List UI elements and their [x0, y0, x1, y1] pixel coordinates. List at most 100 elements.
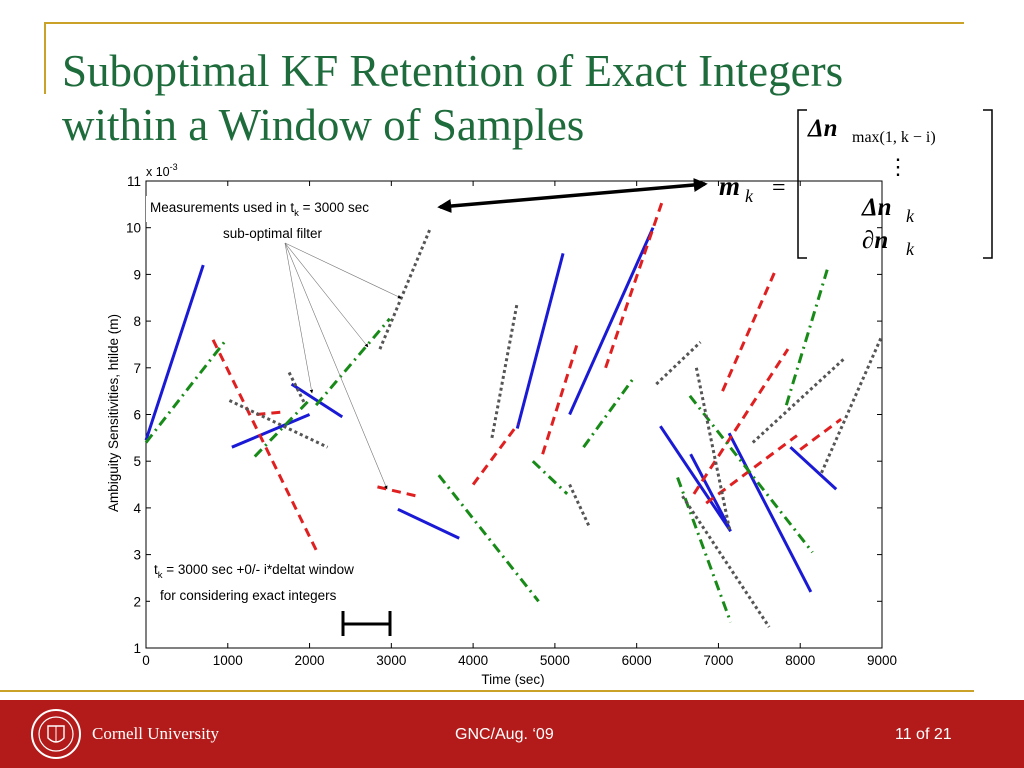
series-segment-green-21 [144, 338, 228, 444]
window-label-line-2: for considering exact integers [160, 588, 337, 603]
window-bracket [341, 611, 392, 636]
series-segment-blue-6 [568, 227, 655, 416]
eq-lhs: m [719, 171, 740, 201]
series-segment-green-23 [314, 317, 391, 407]
callout-line-3 [284, 242, 402, 299]
y-tick-label-9: 9 [133, 267, 141, 282]
title-rule-horizontal [44, 22, 964, 24]
series-segment-green-29 [784, 269, 829, 406]
y-tick-label-2: 2 [133, 594, 141, 609]
callout-line-4 [284, 242, 388, 490]
y-multiplier: x 10-3 [146, 162, 178, 179]
x-tick-label-3000: 3000 [376, 653, 406, 668]
footer-event: GNC/Aug. ‘09 [455, 726, 554, 743]
series-segment-gray-37 [681, 495, 771, 628]
x-tick-label-1000: 1000 [213, 653, 243, 668]
slide-title-line-2: within a Window of Samples [62, 100, 585, 150]
series-segment-red-18 [705, 434, 798, 505]
series-segment-blue-3 [290, 382, 344, 419]
y-tick-label-5: 5 [133, 454, 141, 469]
series-segment-green-25 [531, 460, 569, 495]
footer-bar: Cornell University GNC/Aug. ‘09 11 of 21 [0, 700, 1024, 768]
data-series-layer [144, 199, 883, 628]
series-segment-blue-4 [397, 507, 460, 540]
callout-line-1 [284, 242, 314, 394]
window-label-bg [150, 556, 412, 608]
eq-right-bracket [983, 109, 993, 259]
series-segment-gray-30 [228, 399, 329, 449]
series-segment-blue-9 [727, 432, 813, 593]
eq-lhs-sub: k [745, 186, 754, 206]
y-tick-label-4: 4 [133, 501, 141, 516]
x-axis-label: Time (sec) [481, 672, 544, 687]
eq-row-3-sub: k [906, 206, 915, 226]
sensitivity-chart: 0 1000 2000 3000 4000 5000 6000 7000 8000 9000 1 2 3… [106, 109, 993, 687]
x-tick-label-7000: 7000 [703, 653, 733, 668]
footer-university: Cornell University [92, 724, 220, 743]
series-segment-red-14 [471, 422, 520, 486]
eq-left-bracket [797, 109, 807, 259]
y-tick-label-10: 10 [126, 221, 141, 236]
eq-row-4-sub: k [906, 239, 915, 259]
y-tick-label-8: 8 [133, 314, 141, 329]
measurement-vector-equation: m k = Δn max(1, k − i) ⋮ Δn k ∂n k [719, 109, 993, 259]
x-tick-label-4000: 4000 [458, 653, 488, 668]
series-segment-gray-33 [490, 302, 519, 439]
x-tick-label-8000: 8000 [785, 653, 815, 668]
series-segment-red-20 [799, 417, 843, 451]
y-axis-label: Ambiguity Sensitivities, htilde (m) [106, 314, 121, 512]
slide-title: Suboptimal KF Retention of Exact Integer… [62, 44, 1002, 152]
measurements-label: Measurements used in tk = 3000 sec [150, 200, 369, 219]
footer-rule [0, 690, 974, 692]
series-segment-red-17 [692, 348, 790, 495]
x-tick-label-5000: 5000 [540, 653, 570, 668]
eq-equals: = [772, 175, 786, 201]
measurement-vector-arrow [437, 177, 708, 214]
annotation-callouts [274, 242, 402, 606]
series-segment-blue-5 [515, 253, 565, 429]
slide-title-line-1: Suboptimal KF Retention of Exact Integer… [62, 46, 844, 96]
x-tick-label-9000: 9000 [867, 653, 897, 668]
series-segment-gray-38 [751, 357, 846, 444]
window-label-line-1: tk = 3000 sec +0/- i*deltat window [154, 562, 354, 581]
series-segment-blue-7 [659, 425, 732, 533]
y-tick-label-6: 6 [133, 408, 141, 423]
series-segment-green-26 [582, 378, 634, 449]
series-segment-gray-36 [694, 367, 732, 532]
eq-row-1: Δn [807, 115, 838, 142]
series-segment-red-16 [604, 199, 665, 369]
series-segment-green-24 [437, 474, 540, 603]
y-tick-label-7: 7 [133, 361, 141, 376]
y-tick-label-3: 3 [133, 548, 141, 563]
series-segment-gray-34 [568, 483, 591, 528]
series-segment-blue-1 [144, 264, 205, 441]
cornell-seal-icon [31, 709, 81, 759]
series-segment-gray-35 [655, 341, 702, 386]
x-tick-label-2000: 2000 [295, 653, 325, 668]
series-segment-gray-31 [287, 371, 307, 406]
series-segment-red-13 [377, 485, 418, 498]
series-segment-red-12 [256, 410, 282, 416]
eq-row-2: ⋮ [887, 154, 909, 179]
eq-row-4: ∂n [862, 227, 888, 254]
eq-row-3: Δn [861, 194, 892, 221]
axis-ticks-layer: 0 1000 2000 3000 4000 5000 6000 7000 8000 9000 1 2 3… [126, 174, 897, 668]
filter-label: sub-optimal filter [223, 226, 323, 241]
footer-page-number: 11 of 21 [895, 726, 952, 743]
series-segment-red-15 [541, 341, 580, 455]
series-segment-blue-2 [231, 413, 311, 449]
x-tick-label-6000: 6000 [622, 653, 652, 668]
series-segment-gray-39 [820, 336, 883, 474]
y-tick-label-11: 11 [127, 174, 141, 189]
measurements-label-bg [146, 196, 434, 222]
series-segment-blue-10 [789, 446, 838, 491]
series-segment-red-11 [211, 339, 318, 551]
series-segment-green-22 [253, 397, 313, 458]
title-rule-vertical [44, 22, 46, 94]
callout-line-2 [284, 242, 369, 348]
series-segment-blue-8 [689, 453, 732, 530]
eq-row-1-sub: max(1, k − i) [852, 129, 936, 146]
series-segment-gray-32 [378, 227, 432, 350]
x-tick-label-0: 0 [142, 653, 150, 668]
y-tick-label-1: 1 [133, 641, 141, 656]
